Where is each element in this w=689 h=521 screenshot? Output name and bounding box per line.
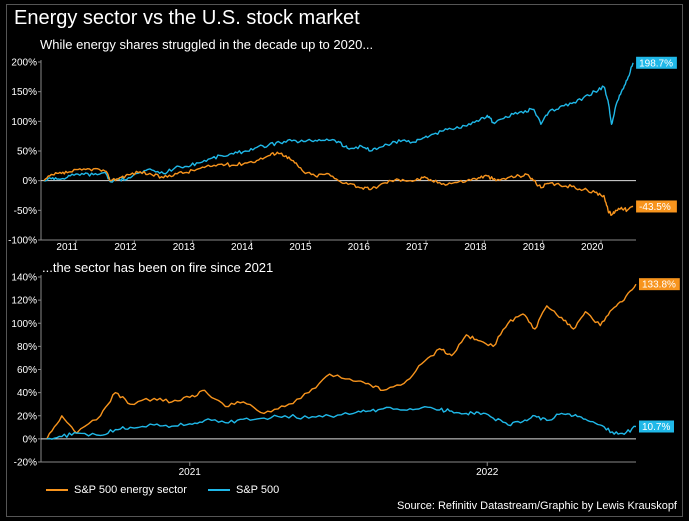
legend-label-energy: S&P 500 energy sector [74, 484, 187, 496]
y-tick-label: 20% [17, 411, 37, 422]
end-label-sp500: 10.7% [642, 422, 670, 433]
x-tick-label: 2015 [289, 242, 312, 253]
top-panel: 200% 150% 100% 50% 0% -50% -100% 2011 2012 2013 20… [8, 56, 677, 253]
y-tick-label: 150% [11, 87, 37, 98]
end-label-sp500: 198.7% [639, 58, 673, 69]
top-panel-subtitle: While energy shares struggled in the dec… [40, 37, 374, 52]
series-line-sp500 [43, 62, 634, 183]
x-tick-label: 2012 [114, 242, 137, 253]
y-tick-label: -20% [14, 458, 37, 469]
x-tick-label: 2014 [231, 242, 254, 253]
x-tick-label: 2019 [523, 242, 546, 253]
legend-swatch-energy [46, 489, 68, 491]
end-label-box-energy [639, 278, 680, 291]
x-tick-label: 2016 [348, 242, 371, 253]
series-line-energy [43, 151, 634, 216]
y-tick-label: 120% [11, 296, 37, 307]
y-tick-label: 140% [11, 273, 37, 284]
chart-title: Energy sector vs the U.S. stock market [14, 7, 360, 29]
x-tick-label: 2020 [581, 242, 604, 253]
y-tick-label: -50% [14, 206, 37, 217]
y-tick-label: 0% [23, 434, 38, 445]
y-tick-label: 80% [17, 342, 37, 353]
end-label-energy: 133.8% [642, 280, 676, 291]
bottom-panel: 140% 120% 100% 80% 60% 40% 20% 0% -20% 2021 2022 13… [11, 273, 680, 478]
y-tick-label: 0% [23, 176, 38, 187]
x-tick-label: 2017 [406, 242, 429, 253]
series-line-sp500 [46, 406, 637, 440]
y-tick-label: 100% [11, 117, 37, 128]
bottom-panel-subtitle: ...the sector has been on fire since 202… [42, 260, 274, 275]
y-tick-label: 60% [17, 365, 37, 376]
legend: S&P 500 energy sector S&P 500 [46, 482, 297, 496]
x-tick-label: 2013 [173, 242, 196, 253]
y-tick-label: 200% [11, 58, 37, 69]
x-tick-label: 2018 [464, 242, 487, 253]
end-label-energy: -43.5% [639, 202, 671, 213]
y-tick-label: -100% [8, 236, 37, 247]
chart-frame [6, 4, 683, 517]
x-tick-label: 2022 [476, 467, 499, 478]
x-tick-label: 2011 [56, 242, 78, 253]
y-tick-label: 100% [11, 319, 37, 330]
series-line-energy [46, 283, 637, 440]
end-label-box-sp500 [639, 420, 674, 433]
legend-label-sp500: S&P 500 [235, 484, 280, 496]
legend-item-sp500: S&P 500 [207, 484, 280, 496]
end-label-box-sp500 [636, 56, 677, 69]
y-tick-label: 50% [17, 147, 37, 158]
end-label-box-energy [636, 200, 677, 213]
legend-item-energy: S&P 500 energy sector [46, 484, 187, 496]
y-tick-label: 40% [17, 388, 37, 399]
source-credit: Source: Refinitiv Datastream/Graphic by … [396, 500, 677, 512]
legend-swatch-sp500 [207, 489, 230, 491]
x-tick-label: 2021 [179, 467, 202, 478]
